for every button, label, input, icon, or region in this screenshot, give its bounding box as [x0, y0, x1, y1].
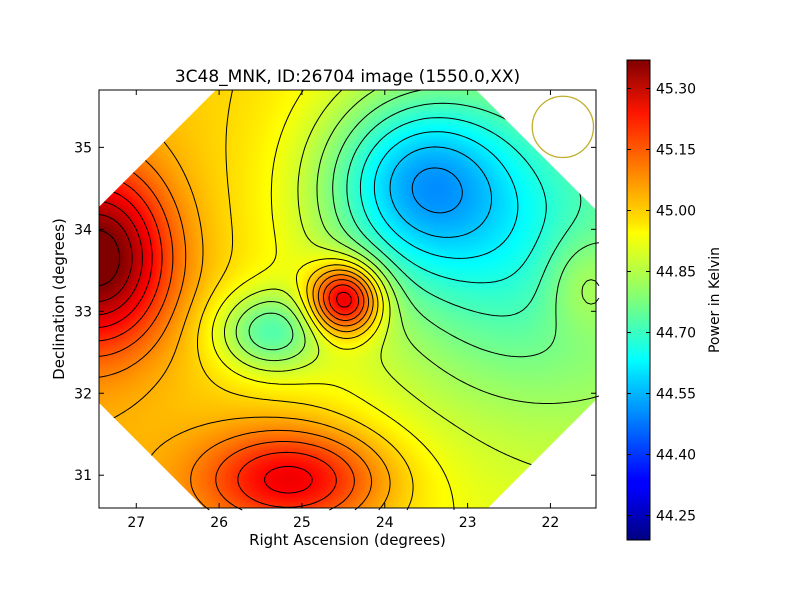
y-axis-label: Declination (degrees) [50, 218, 68, 380]
x-tick-label: 27 [127, 515, 145, 531]
contour-level-12 [235, 89, 600, 404]
y-tick-label: 34 [74, 222, 92, 238]
contour-level-15 [197, 89, 414, 511]
colorbar-tick-label: 44.70 [656, 326, 696, 342]
y-tick-label: 32 [74, 386, 92, 402]
chart-title: 3C48_MNK, ID:26704 image (1550.0,XX) [175, 67, 520, 87]
contour-level-8 [373, 131, 519, 259]
colorbar-tick-label: 44.55 [656, 387, 696, 403]
contour-level-7 [389, 146, 492, 238]
colorbar-tick-label: 44.40 [656, 448, 696, 464]
x-axis: 27 26 25 24 23 22 [127, 90, 559, 531]
x-tick-label: 23 [459, 515, 477, 531]
contour-level-9 [359, 117, 547, 284]
contour-level-23 [98, 229, 121, 287]
beam-circle [531, 95, 595, 159]
colorbar-tick-label: 44.25 [656, 509, 696, 525]
colorbar-tick-label: 44.85 [656, 265, 696, 281]
contour-level-6 [411, 167, 463, 214]
y-tick-label: 33 [74, 304, 92, 320]
x-tick-label: 25 [293, 515, 311, 531]
colorbar: 44.25 44.40 44.55 44.70 44.85 45.00 45.15 45.30… [626, 59, 723, 541]
colorbar-ticks: 44.25 44.40 44.55 44.70 44.85 45.00 45.15 45.30 [627, 81, 696, 525]
x-tick-label: 24 [376, 515, 394, 531]
plot-area [98, 89, 600, 511]
axes-frame [98, 89, 597, 509]
colorbar-tick-label: 45.00 [656, 204, 696, 220]
colorbar-label: Power in Kelvin [707, 247, 723, 353]
heatmap-image [99, 90, 596, 508]
contour-level-13 [224, 89, 600, 487]
y-axis: 31 32 33 34 35 [74, 140, 596, 484]
y-tick-label: 31 [74, 468, 92, 484]
colorbar-tick-label: 45.15 [656, 142, 696, 158]
x-tick-label: 26 [210, 515, 228, 531]
x-tick-label: 22 [542, 515, 560, 531]
contour-level-22 [98, 214, 133, 302]
y-tick-label: 35 [74, 140, 92, 156]
x-axis-label: Right Ascension (degrees) [249, 531, 446, 549]
contour-lines [98, 89, 600, 511]
colorbar-tick-label: 45.30 [656, 81, 696, 97]
colorbar-gradient [626, 59, 651, 541]
